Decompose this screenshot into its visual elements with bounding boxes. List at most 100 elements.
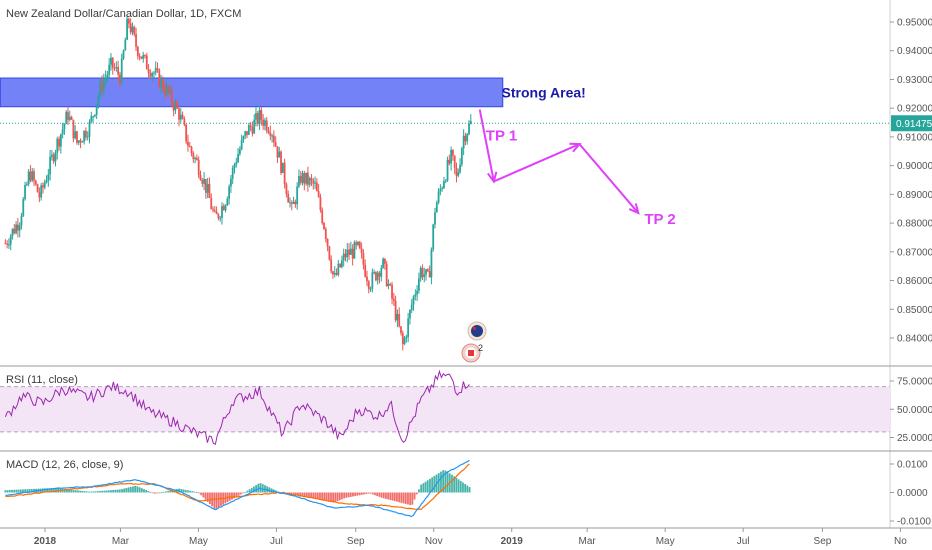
candle (151, 71, 154, 82)
candle (242, 135, 245, 143)
macd-histogram-bar (468, 487, 471, 493)
candle (138, 53, 141, 61)
flag-ca-icon[interactable]: 2 (461, 343, 483, 363)
macd-histogram-bar (323, 492, 326, 501)
candle-body (373, 272, 376, 274)
candle-body (156, 68, 159, 70)
macd-histogram-bar (123, 488, 126, 493)
flag-nz-icon[interactable] (467, 321, 487, 341)
macd-histogram-bar (215, 492, 218, 509)
macd-histogram-bar (112, 489, 115, 493)
candle-body (242, 136, 245, 140)
candle-body (258, 110, 261, 124)
candle-body (355, 242, 358, 245)
candle (233, 162, 236, 174)
macd-histogram-bar (149, 491, 152, 493)
candle-body (83, 130, 86, 142)
candle-body (140, 56, 143, 59)
macd-histogram-bar (77, 490, 79, 493)
candle-body (149, 72, 152, 77)
macd-histogram-bar (248, 489, 251, 493)
candle-body (294, 201, 297, 205)
candle-body (42, 185, 44, 188)
macd-histogram-bar (376, 492, 379, 497)
candle-body (360, 248, 363, 253)
candle-body (15, 224, 18, 234)
target-label: TP 2 (644, 211, 675, 228)
candle (31, 167, 34, 183)
candle-body (165, 85, 168, 95)
time-tick-label: 2018 (34, 536, 57, 547)
candle (219, 215, 222, 222)
candle-body (24, 184, 26, 199)
candle-body (435, 202, 438, 213)
last-price-tag (891, 115, 932, 132)
macd-histogram-bar (270, 488, 273, 493)
candle (111, 57, 114, 75)
macd-histogram-bar (184, 489, 187, 493)
candle (303, 170, 306, 191)
candle (34, 179, 37, 186)
candle-body (276, 146, 279, 158)
candle (396, 309, 399, 328)
candle (328, 245, 331, 261)
candle-body (63, 124, 66, 130)
candle-body (190, 146, 193, 153)
candle (464, 132, 467, 146)
candle (117, 60, 120, 80)
macd-histogram-bar (303, 492, 306, 497)
macd-histogram-bar (19, 489, 22, 493)
candle (222, 203, 225, 211)
candle (294, 199, 297, 208)
candle (296, 182, 299, 210)
candle (364, 259, 367, 278)
candle-body (468, 123, 470, 135)
macd-histogram-bar (6, 490, 9, 493)
candle (36, 183, 39, 193)
candle (319, 193, 322, 213)
candle (292, 196, 295, 204)
macd-histogram-bar (404, 492, 407, 504)
candle-body (358, 241, 361, 249)
macd-histogram-bar (125, 487, 128, 493)
candle (459, 158, 461, 174)
candle (158, 68, 161, 89)
candle (339, 263, 342, 268)
candle-body (110, 57, 112, 65)
candle (22, 196, 25, 218)
macd-histogram-bar (442, 470, 445, 493)
candle (140, 56, 143, 60)
candle-body (382, 258, 384, 268)
macd-histogram-bar (129, 486, 132, 493)
macd-histogram-bar (121, 489, 123, 493)
candle-body (27, 171, 30, 185)
candle (425, 269, 427, 281)
macd-histogram-bar (242, 492, 244, 494)
candle-body (188, 145, 191, 147)
candle (330, 255, 333, 274)
candle-body (215, 211, 218, 215)
candle-body (425, 269, 427, 275)
macd-histogram-bar (195, 492, 198, 493)
candle-body (378, 272, 381, 277)
candle (99, 77, 102, 100)
macd-histogram-bar (187, 490, 189, 493)
macd-histogram-bar (70, 489, 73, 493)
macd-histogram-bar (459, 480, 462, 493)
candle-body (452, 149, 454, 156)
candle-body (174, 102, 177, 111)
macd-histogram-bar (103, 490, 106, 493)
candle-body (34, 180, 37, 185)
candle-body (77, 140, 80, 143)
candle-body (267, 130, 270, 133)
macd-histogram-bar (367, 492, 370, 494)
time-tick-label: Jul (737, 536, 750, 547)
macd-histogram-bar (8, 490, 11, 493)
macd-histogram-bar (310, 492, 313, 499)
candle (392, 292, 395, 306)
macd-histogram-bar (4, 490, 7, 493)
candle-body (344, 253, 347, 258)
macd-histogram-bar (382, 492, 385, 499)
candle (197, 156, 200, 179)
candle-body (412, 296, 415, 305)
